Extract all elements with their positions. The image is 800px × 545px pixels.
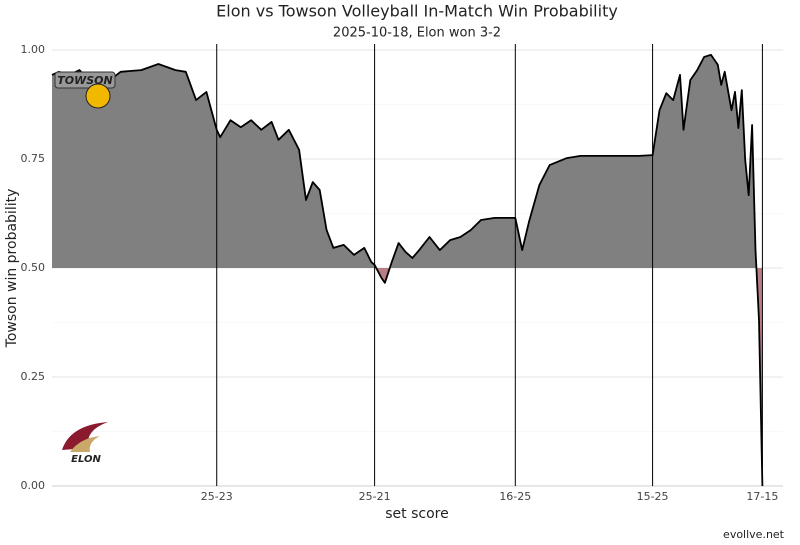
- logo-shape: [70, 436, 100, 452]
- y-tick-label: 0.75: [21, 152, 46, 165]
- chart-title: Elon vs Towson Volleyball In-Match Win P…: [216, 2, 618, 21]
- x-tick-label: 17-15: [746, 490, 778, 503]
- chart-subtitle: 2025-10-18, Elon won 3-2: [333, 26, 501, 41]
- logo-text: ELON: [71, 454, 101, 465]
- x-tick-label: 25-21: [359, 490, 391, 503]
- x-tick-label: 16-25: [499, 490, 531, 503]
- y-tick-label: 0.00: [21, 479, 46, 492]
- caption: evollve.net: [723, 528, 785, 541]
- towson-logo: TOWSON: [54, 71, 116, 109]
- elon-logo: ELON: [62, 422, 108, 465]
- x-tick-label: 25-23: [201, 490, 233, 503]
- y-axis-label: Towson win probability: [4, 189, 20, 349]
- y-tick-label: 1.00: [21, 43, 46, 56]
- area-above: [52, 54, 763, 268]
- x-tick-label: 15-25: [637, 490, 669, 503]
- y-tick-label: 0.50: [21, 261, 46, 274]
- win-probability-line: [51, 53, 764, 487]
- x-axis-label: set score: [385, 506, 448, 522]
- logo-shape: [62, 422, 108, 450]
- logo-shape: [85, 83, 111, 109]
- y-tick-label: 0.25: [21, 370, 46, 383]
- logo-text: TOWSON: [57, 74, 112, 87]
